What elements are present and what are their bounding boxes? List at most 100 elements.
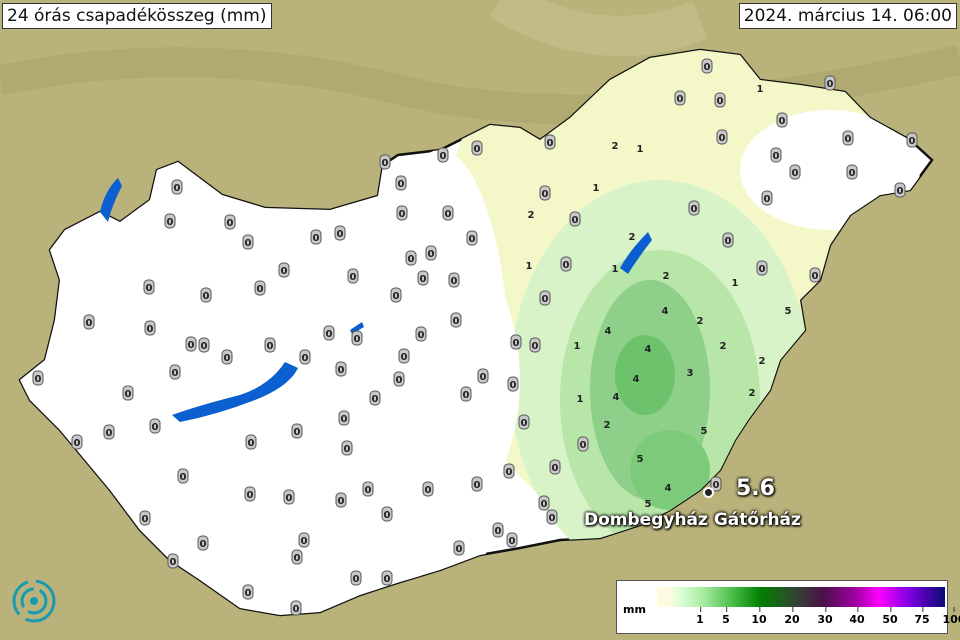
station-value-text: 1: [593, 183, 600, 194]
station-value: 4: [645, 344, 652, 355]
station-value-text: 0: [200, 539, 207, 550]
station-value-text: 0: [677, 94, 684, 105]
lake-velence: [350, 322, 364, 334]
station-value: 0: [577, 436, 589, 452]
station-value: 0: [224, 214, 236, 230]
station-value: 0: [103, 424, 115, 440]
station-value: 0: [362, 481, 374, 497]
omsz-logo-icon: [12, 579, 56, 623]
station-value-text: 0: [725, 236, 732, 247]
station-value: 0: [448, 272, 460, 288]
station-value-text: 0: [180, 472, 187, 483]
station-value-text: 0: [302, 353, 309, 364]
station-value-text: 0: [445, 209, 452, 220]
legend-tick: 1: [696, 607, 704, 626]
station-value: 0: [518, 414, 530, 430]
station-value: 0: [761, 190, 773, 206]
station-value: 0: [688, 200, 700, 216]
station-value: 0: [396, 205, 408, 221]
station-value: 2: [612, 141, 619, 152]
station-value-text: 0: [294, 427, 301, 438]
station-value: 2: [720, 341, 727, 352]
station-value-text: 0: [286, 493, 293, 504]
station-value-text: 0: [456, 544, 463, 555]
station-value-text: 0: [563, 260, 570, 271]
station-value-text: 0: [152, 422, 159, 433]
station-value: 0: [714, 92, 726, 108]
station-value-text: 0: [495, 526, 502, 537]
station-value: 1: [732, 278, 739, 289]
station-value-text: 0: [337, 229, 344, 240]
station-value-text: 0: [549, 513, 556, 524]
station-value: 0: [415, 326, 427, 342]
station-value-text: 0: [338, 496, 345, 507]
station-value: 0: [894, 182, 906, 198]
station-value: 0: [169, 364, 181, 380]
station-value-text: 0: [350, 272, 357, 283]
station-value: 0: [369, 390, 381, 406]
station-value: 0: [906, 132, 918, 148]
station-value-text: 0: [425, 485, 432, 496]
station-value-text: 0: [580, 440, 587, 451]
station-value-text: 5: [645, 499, 652, 510]
station-value: 0: [144, 320, 156, 336]
station-value: 0: [338, 410, 350, 426]
station-value-text: 0: [779, 116, 786, 127]
station-value-text: 0: [354, 334, 361, 345]
lake-balaton: [172, 362, 298, 422]
station-value: 5: [645, 499, 652, 510]
station-value: 0: [539, 290, 551, 306]
station-value: 0: [83, 314, 95, 330]
station-value: 5: [637, 454, 644, 465]
station-value: 0: [471, 140, 483, 156]
station-value: 0: [200, 287, 212, 303]
station-value-text: 4: [665, 483, 672, 494]
station-value: 0: [341, 440, 353, 456]
station-value: 0: [846, 164, 858, 180]
station-value: 0: [507, 376, 519, 392]
station-value-text: 2: [612, 141, 619, 152]
station-value: 0: [425, 245, 437, 261]
lake-tisza: [620, 232, 652, 274]
station-value-text: 0: [201, 341, 208, 352]
station-value: 0: [185, 336, 197, 352]
station-value: 0: [122, 385, 134, 401]
station-value-text: 0: [572, 215, 579, 226]
station-value: 0: [177, 468, 189, 484]
station-value-text: 0: [552, 463, 559, 474]
station-value: 0: [538, 495, 550, 511]
station-value-text: 0: [845, 134, 852, 145]
station-value-text: 5: [701, 426, 708, 437]
station-value-text: 0: [506, 467, 513, 478]
station-value-text: 0: [326, 329, 333, 340]
station-value: 0: [539, 185, 551, 201]
station-value: 0: [334, 225, 346, 241]
station-value: 0: [466, 230, 478, 246]
station-value: 0: [298, 532, 310, 548]
station-value: 0: [350, 570, 362, 586]
station-value: 0: [460, 386, 472, 402]
station-value-text: 0: [827, 79, 834, 90]
station-value-text: 1: [637, 144, 644, 155]
station-value: 0: [770, 147, 782, 163]
station-value: 0: [143, 279, 155, 295]
station-value-text: 0: [428, 249, 435, 260]
station-value: 4: [662, 306, 669, 317]
station-value: 1: [637, 144, 644, 155]
station-value: 3: [687, 368, 694, 379]
station-value-text: 0: [469, 234, 476, 245]
station-value: 0: [381, 570, 393, 586]
station-value-text: 0: [338, 365, 345, 376]
station-value-text: 0: [691, 204, 698, 215]
station-value: 0: [242, 234, 254, 250]
station-value: 0: [417, 270, 429, 286]
station-value: 0: [395, 175, 407, 191]
station-value-text: 0: [792, 168, 799, 179]
station-value-text: 0: [532, 341, 539, 352]
station-value-text: 0: [451, 276, 458, 287]
station-value: 0: [381, 506, 393, 522]
legend-tick: 20: [784, 607, 800, 626]
station-value-text: 1: [526, 261, 533, 272]
station-value-text: 0: [281, 266, 288, 277]
station-value-text: 4: [613, 392, 620, 403]
